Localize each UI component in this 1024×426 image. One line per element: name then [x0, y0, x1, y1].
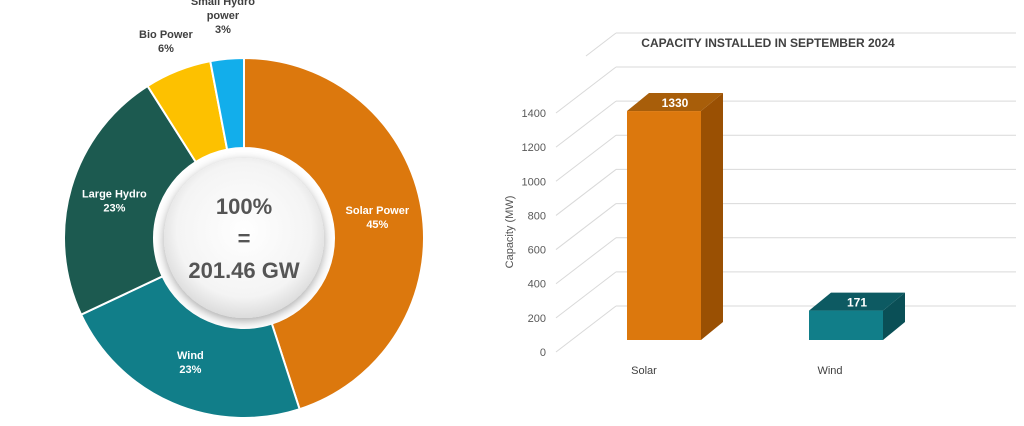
bar-chart-title: CAPACITY INSTALLED IN SEPTEMBER 2024	[641, 36, 895, 50]
bar-solar	[627, 111, 701, 340]
gridline-side	[555, 66, 617, 114]
center-percent: 100%	[216, 194, 272, 219]
slice-label-wind: Wind 23%	[177, 350, 204, 376]
y-tick-label: 400	[528, 279, 546, 291]
bar-wind	[809, 310, 883, 340]
bar-top-solar	[627, 93, 723, 112]
gridline-side	[555, 237, 617, 285]
y-tick-label: 1200	[522, 142, 546, 154]
gridline-side	[555, 169, 617, 216]
x-tick-label-solar: Solar	[631, 365, 657, 377]
bar-value-label-solar: 1330	[662, 96, 689, 110]
y-axis-title: Capacity (MW)	[504, 196, 516, 269]
bar-value-label-wind: 171	[847, 296, 867, 310]
slice-label-bio-power: Bio Power 6%	[139, 29, 194, 55]
y-tick-label: 600	[528, 245, 546, 257]
bar-chart: CAPACITY INSTALLED IN SEPTEMBER 2024 0 20…	[504, 32, 1016, 377]
gridline-side	[555, 203, 617, 250]
donut-chart: Solar Power 45% Wind 23% Large Hydro 23% Bio P…	[63, 0, 425, 419]
y-tick-label: 200	[528, 313, 546, 325]
bar-side-solar	[701, 93, 723, 340]
y-tick-label: 1000	[522, 176, 546, 188]
gridline-side	[555, 100, 617, 148]
gridline-side	[555, 271, 617, 319]
donut-center-badge	[164, 158, 324, 318]
gridline-side	[555, 305, 617, 353]
slice-label-large-hydro: Large Hydro 23%	[82, 188, 147, 214]
bar-side-wind	[883, 292, 905, 340]
slice-label-small-hydro-power: Small Hydro power 3%	[191, 0, 255, 36]
slice-label-solar-power: Solar Power 45%	[346, 205, 410, 231]
gridline-side	[585, 32, 617, 57]
center-total: 201.46 GW	[188, 258, 300, 283]
y-tick-label: 800	[528, 210, 546, 222]
bar-top-wind	[809, 292, 905, 311]
gridline-side	[555, 134, 617, 182]
y-tick-label: 1400	[522, 108, 546, 120]
x-tick-label-wind: Wind	[817, 365, 842, 377]
y-tick-label: 0	[540, 347, 546, 359]
center-equals: =	[238, 226, 251, 251]
